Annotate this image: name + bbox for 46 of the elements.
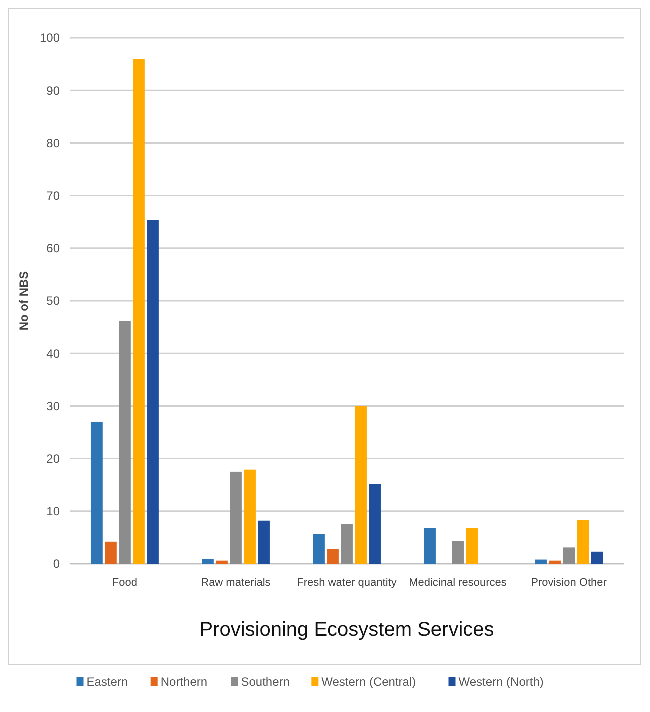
- y-tick-label: 100: [40, 31, 60, 46]
- y-tick-label: 0: [53, 557, 60, 572]
- bar: [258, 520, 270, 564]
- y-tick-label: 90: [46, 84, 60, 98]
- y-tick-label: 30: [46, 399, 60, 414]
- bar: [341, 524, 353, 564]
- x-tick-label: Medicinal resources: [409, 577, 508, 589]
- bar: [452, 541, 464, 564]
- bar: [355, 406, 367, 564]
- bar: [549, 560, 561, 564]
- bar: [591, 552, 604, 564]
- y-tick-label: 60: [46, 242, 60, 256]
- bar: [369, 484, 381, 564]
- bar: [216, 560, 228, 564]
- y-tick-label: 40: [46, 346, 60, 361]
- bar: [563, 548, 575, 564]
- y-tick-label: 20: [46, 452, 60, 466]
- bar: [535, 560, 547, 564]
- x-tick-label: Fresh water quantity: [297, 577, 398, 589]
- bar: [230, 472, 242, 564]
- bar: [133, 59, 145, 564]
- y-tick-label: 70: [46, 189, 60, 203]
- bar: [147, 220, 159, 564]
- legend-label: Northern: [160, 675, 208, 690]
- y-tick-label: 50: [46, 294, 60, 308]
- bar: [244, 470, 256, 564]
- x-tick-label: Food: [112, 577, 138, 589]
- bar: [313, 534, 325, 564]
- legend-label: Western (North): [458, 675, 544, 690]
- bar: [577, 520, 590, 564]
- legend-label: Western (Central): [322, 675, 416, 690]
- bar: [466, 528, 478, 564]
- legend-label: Eastern: [86, 675, 128, 690]
- y-tick-label: 10: [46, 504, 60, 519]
- legend-label: Southern: [241, 675, 290, 690]
- bar: [90, 422, 103, 564]
- y-tick-label: 80: [46, 136, 60, 150]
- bar: [424, 528, 436, 564]
- x-axis-title: Provisioning Ecosystem Services: [200, 619, 494, 641]
- x-tick-label: Raw materials: [201, 577, 272, 589]
- bar: [104, 542, 117, 564]
- y-axis-title: No of NBS: [17, 271, 31, 331]
- bar: [119, 320, 131, 564]
- bar: [327, 549, 339, 564]
- x-tick-label: Provision Other: [531, 577, 608, 589]
- bar: [202, 559, 214, 564]
